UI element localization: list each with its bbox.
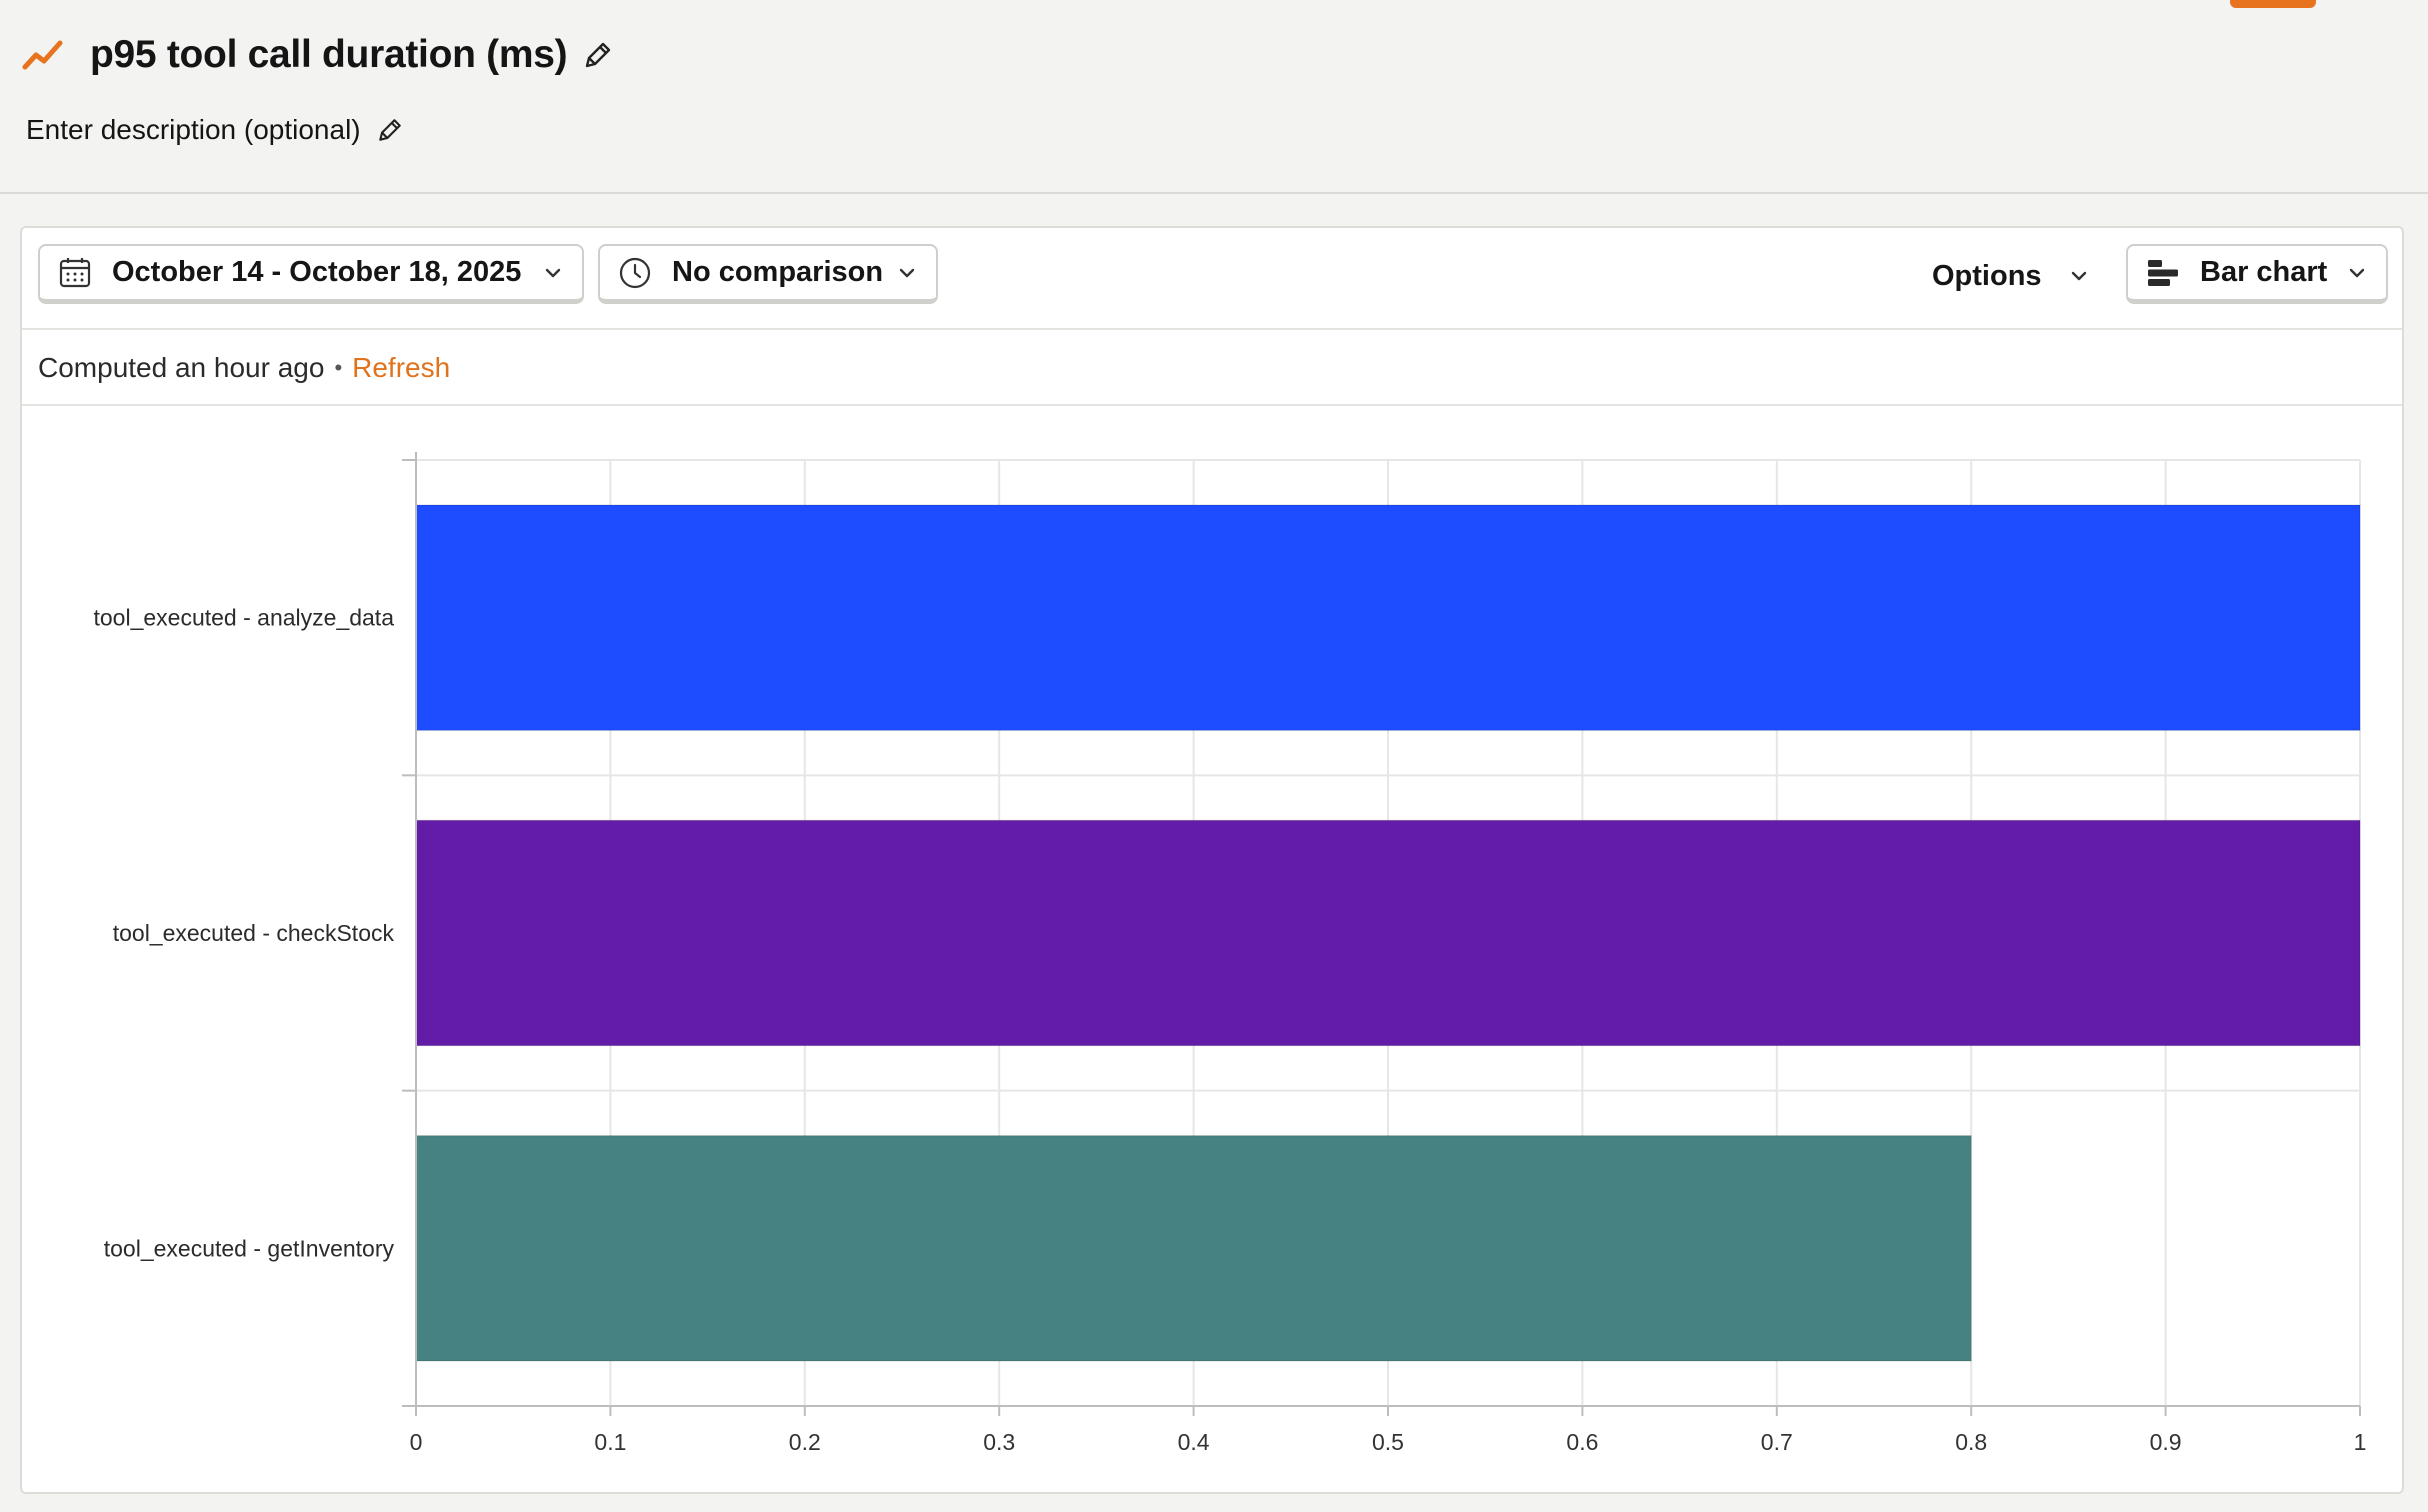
insight-title: p95 tool call duration (ms) bbox=[90, 33, 568, 76]
x-tick-label: 0.4 bbox=[1178, 1429, 1210, 1455]
insight-header: p95 tool call duration (ms) Enter descri… bbox=[0, 0, 2428, 194]
x-tick-label: 0.1 bbox=[594, 1429, 626, 1455]
bar bbox=[415, 504, 2361, 731]
computed-status: Computed an hour ago • Refresh bbox=[38, 330, 450, 406]
edit-title-pencil-icon[interactable] bbox=[581, 38, 615, 72]
chart-type-button[interactable]: Bar chart bbox=[2126, 244, 2388, 304]
category-label: tool_executed - getInventory bbox=[104, 1235, 395, 1261]
insight-panel: October 14 - October 18, 2025 No compari… bbox=[20, 226, 2404, 1494]
options-label: Options bbox=[1932, 259, 2042, 292]
top-accent-bar bbox=[2230, 0, 2316, 8]
status-separator: • bbox=[334, 355, 343, 380]
chevron-down-icon bbox=[899, 268, 915, 277]
chevron-down-icon bbox=[545, 268, 561, 277]
status-divider bbox=[22, 404, 2402, 406]
bar bbox=[415, 1135, 1972, 1362]
description-row: Enter description (optional) bbox=[26, 110, 405, 150]
trend-line-icon bbox=[22, 40, 63, 70]
insight-toolbar: October 14 - October 18, 2025 No compari… bbox=[22, 228, 2402, 330]
x-tick-label: 0.7 bbox=[1761, 1429, 1793, 1455]
edit-description-pencil-icon[interactable] bbox=[375, 115, 405, 145]
x-tick-label: 0.6 bbox=[1566, 1429, 1598, 1455]
chevron-down-icon bbox=[2349, 268, 2365, 277]
comparison-label: No comparison bbox=[672, 256, 884, 288]
horizontal-bar-chart-icon bbox=[2148, 259, 2178, 286]
category-label: tool_executed - analyze_data bbox=[94, 605, 395, 631]
bar bbox=[415, 819, 2361, 1047]
date-range-label: October 14 - October 18, 2025 bbox=[112, 256, 522, 288]
x-tick-label: 1 bbox=[2354, 1429, 2367, 1455]
computed-text: Computed an hour ago bbox=[38, 352, 325, 383]
x-tick-label: 0.2 bbox=[789, 1429, 821, 1455]
bar-chart: 0 0.1 0.2 0.3 0.4 0.5 0.6 0.7 0.8 0.9 1 tool_execut… bbox=[94, 452, 2367, 1455]
date-range-button[interactable]: October 14 - October 18, 2025 bbox=[38, 244, 584, 304]
chart-type-label: Bar chart bbox=[2200, 256, 2328, 288]
chevron-down-icon bbox=[2071, 271, 2086, 281]
title-row: p95 tool call duration (ms) bbox=[22, 28, 615, 82]
x-tick-label: 0.8 bbox=[1955, 1429, 1987, 1455]
category-label: tool_executed - checkStock bbox=[113, 920, 395, 946]
insight-description[interactable]: Enter description (optional) bbox=[26, 114, 361, 145]
calendar-icon bbox=[59, 257, 91, 287]
refresh-link[interactable]: Refresh bbox=[352, 352, 451, 383]
clock-icon bbox=[619, 257, 651, 288]
options-dropdown[interactable]: Options bbox=[1932, 244, 2090, 308]
comparison-button[interactable]: No comparison bbox=[598, 244, 938, 304]
x-tick-label: 0.5 bbox=[1372, 1429, 1404, 1455]
x-tick-label: 0.3 bbox=[983, 1429, 1015, 1455]
x-tick-label: 0.9 bbox=[2150, 1429, 2182, 1455]
x-tick-label: 0 bbox=[410, 1429, 423, 1455]
